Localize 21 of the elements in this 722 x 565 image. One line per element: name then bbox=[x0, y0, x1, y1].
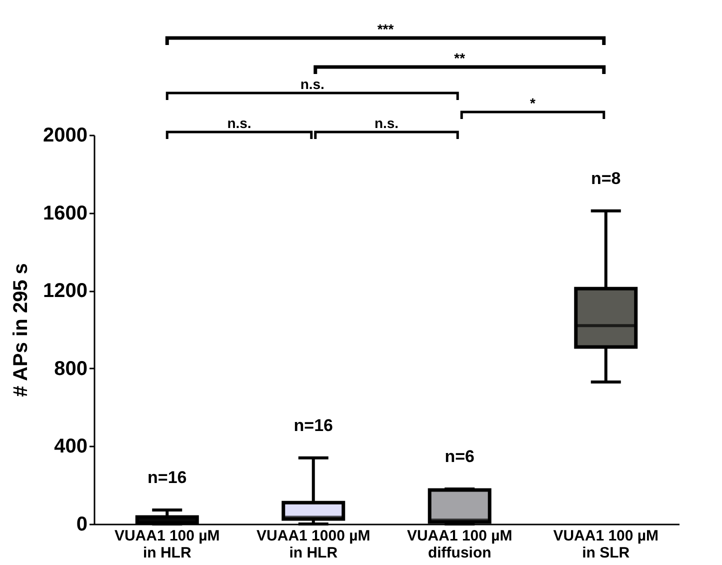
x-tick-label: VUAA1 100 µM in SLR bbox=[553, 528, 659, 562]
y-tick-label: 2000 bbox=[43, 124, 88, 146]
x-tick-label: VUAA1 100 µM diffusion bbox=[406, 528, 512, 562]
text: n.s. bbox=[374, 115, 399, 131]
y-tick-label: 1200 bbox=[43, 280, 88, 302]
text: n.s. bbox=[227, 115, 252, 131]
x-tick-label: VUAA1 100 µM in HLR bbox=[114, 528, 220, 562]
y-axis-title: # APs in 295 s bbox=[10, 263, 32, 397]
annotation: n=8 bbox=[590, 168, 621, 188]
y-tick-label: 1600 bbox=[43, 202, 88, 224]
annotation: n=16 bbox=[148, 468, 187, 487]
text: * bbox=[530, 95, 536, 111]
y-tick-label: 800 bbox=[54, 358, 88, 380]
annotation: n=16 bbox=[294, 416, 333, 435]
annotation: n=6 bbox=[444, 446, 475, 466]
text: n.s. bbox=[300, 76, 324, 92]
text: *** bbox=[377, 21, 394, 37]
x-tick-label: VUAA1 1000 µM in HLR bbox=[256, 528, 370, 562]
y-tick-label: 0 bbox=[76, 514, 88, 536]
text: ** bbox=[454, 50, 466, 66]
y-tick-label: 400 bbox=[54, 436, 88, 458]
